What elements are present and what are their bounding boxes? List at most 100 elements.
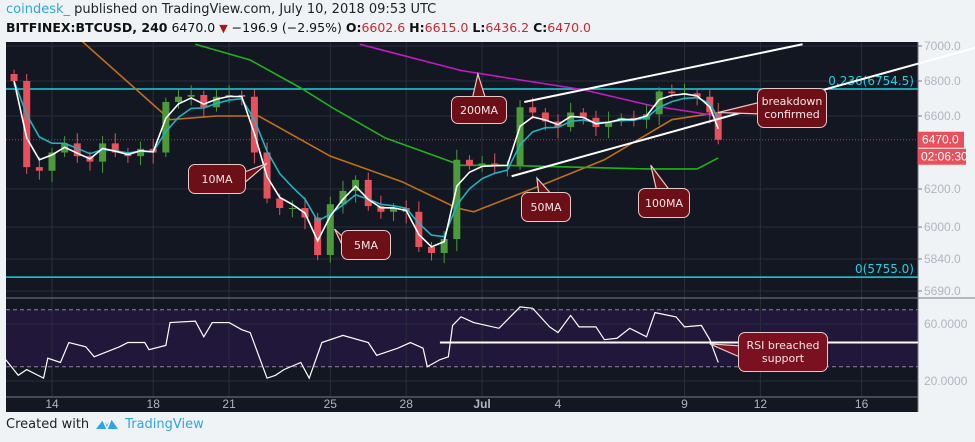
fib-label: 0(5755.0) [855,262,914,276]
y-tick-label: 5840.0 [924,252,961,266]
candle [73,143,81,157]
candle [339,190,347,205]
x-tick-label: 12 [754,397,768,411]
tradingview-logo-icon [96,418,119,431]
y-tick-label: 5690.0 [924,284,961,298]
candle [212,96,220,108]
open-value: 6602.6 [361,20,406,35]
candle [48,152,56,171]
candle [99,143,107,162]
y-tick-label: 6600.0 [924,109,961,123]
open-label: O: [345,20,362,35]
rsi-tick-label: 60.0000 [924,317,968,331]
tradingview-brand-link[interactable]: TradingView [125,416,204,432]
candle [693,93,701,97]
price-change: −196.9 (−2.95%) [231,20,342,35]
candle [491,163,499,166]
y-tick-label: 6800.0 [924,74,961,88]
candle [541,112,549,122]
x-tick-label: 18 [147,397,161,411]
countdown-label: 02:06:30 [921,150,968,164]
high-value: 6615.0 [424,20,469,35]
candle [288,208,296,209]
fib-label: 0.236(6754.5) [828,74,914,88]
publish-info: coindesk_ published on TradingView.com, … [6,2,436,17]
footer: Created with TradingView [6,416,204,432]
callout-5ma: 5MA [341,230,391,260]
low-label: L: [472,20,486,35]
candle [668,91,676,94]
candle [175,96,182,102]
candle [516,107,524,166]
callout-10ma: 10MA [188,164,246,194]
symbol-legend: BITFINEX:BTCUSD, 240 6470.0 ▼ −196.9 (−2… [6,20,591,35]
candle [390,208,398,212]
candle [453,159,461,239]
candle [10,74,18,81]
close-value: 6470.0 [547,20,592,35]
close-label: C: [533,20,548,35]
candle [605,121,613,127]
last-price: 6470.0 [171,20,216,35]
rsi-tick-label: 20.0000 [924,374,968,388]
candle [187,95,195,97]
candle [415,211,423,247]
rsi-pane [6,306,918,380]
x-tick-label: 25 [324,397,338,411]
callout-100ma: 100MA [638,188,690,218]
ma100-line [195,43,719,170]
x-tick-label: Jul [473,397,490,411]
candle [162,102,170,153]
rsi-line [6,306,719,380]
candle [478,163,486,166]
down-arrow-icon: ▼ [219,22,228,35]
candle [440,239,448,253]
last-price-badge [918,131,964,148]
candle [326,204,334,255]
candle [465,159,473,166]
symbol-name: BITFINEX:BTCUSD, 240 [6,20,168,35]
author-link[interactable]: coindesk_ [6,2,71,17]
candle [314,217,322,255]
created-with-text: Created with [6,416,90,432]
candle [567,112,575,127]
candle [428,247,435,253]
candle [35,167,43,171]
candle [529,107,537,113]
ma50-line [81,42,719,213]
candle [714,112,722,140]
candle [111,143,119,153]
x-tick-label: 4 [555,397,562,411]
trend-line [524,43,803,103]
low-value: 6436.2 [485,20,530,35]
countdown-badge [918,148,966,165]
callout-breakdown-confirmed: breakdown confirmed [757,88,827,128]
candle [579,112,587,118]
y-tick-label: 6000.0 [924,220,961,234]
candle [23,81,31,168]
candle [364,179,372,207]
candle [250,96,258,153]
y-tick-label: 6200.0 [924,182,961,196]
callout-rsi-breached-support: RSI breached support [738,332,828,372]
x-tick-label: 16 [855,397,869,411]
callout-50ma: 50MA [521,192,571,222]
candle [377,206,385,212]
callout-200ma: 200MA [451,96,507,124]
y-tick-label: 7000.0 [924,39,961,53]
price-pane: 0.236(6754.5) 0(5755.0) [6,42,918,278]
x-tick-label: 21 [222,397,236,411]
x-tick-label: 28 [400,397,414,411]
x-tick-label: 14 [45,397,59,411]
candle [655,91,663,115]
last-price-label: 6470.0 [922,133,959,147]
candle [276,198,284,208]
ma5-line [13,80,719,248]
high-label: H: [409,20,425,35]
candle [137,148,145,157]
x-tick-label: 9 [681,397,688,411]
published-text: published on TradingView.com, July 10, 2… [74,2,437,17]
candle [200,95,208,108]
